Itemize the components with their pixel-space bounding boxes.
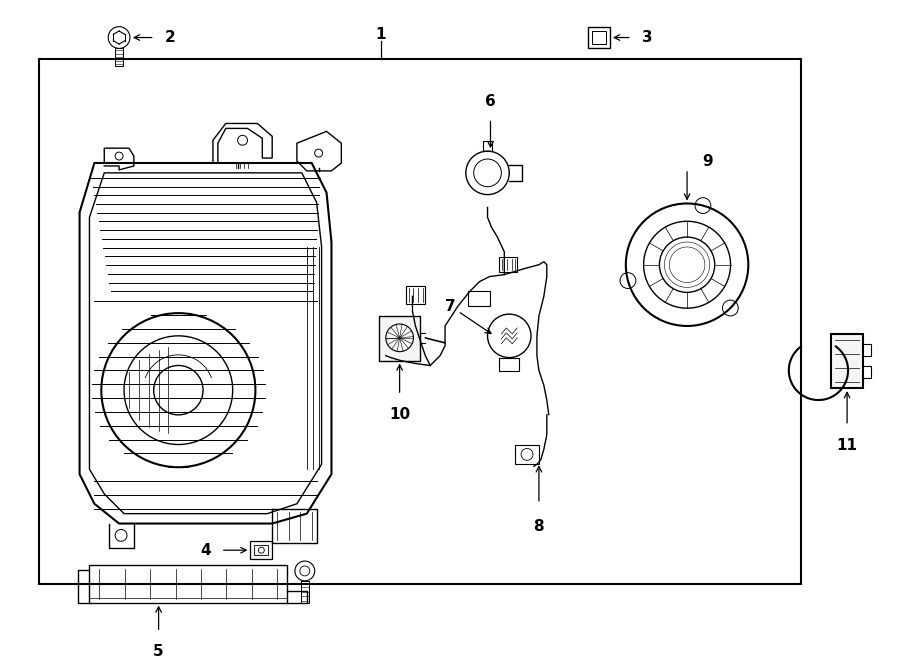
Bar xyxy=(468,292,490,306)
Text: 1: 1 xyxy=(375,27,386,42)
Bar xyxy=(832,334,863,388)
Bar xyxy=(40,59,801,584)
Text: 8: 8 xyxy=(534,519,544,533)
Text: 2: 2 xyxy=(165,30,176,45)
Bar xyxy=(592,30,606,44)
Text: 7: 7 xyxy=(445,299,455,314)
Bar xyxy=(515,444,539,464)
Bar xyxy=(379,316,420,360)
Bar xyxy=(406,286,426,304)
Text: 10: 10 xyxy=(389,407,410,422)
Text: 9: 9 xyxy=(702,155,713,169)
Text: 3: 3 xyxy=(642,30,652,45)
Bar xyxy=(255,545,268,555)
Text: 5: 5 xyxy=(153,644,164,659)
Bar xyxy=(250,541,272,559)
Bar xyxy=(500,257,518,272)
Text: 4: 4 xyxy=(201,543,211,558)
Text: 6: 6 xyxy=(485,94,496,108)
Text: 11: 11 xyxy=(837,438,858,453)
Bar xyxy=(89,565,287,603)
Bar xyxy=(589,26,610,48)
